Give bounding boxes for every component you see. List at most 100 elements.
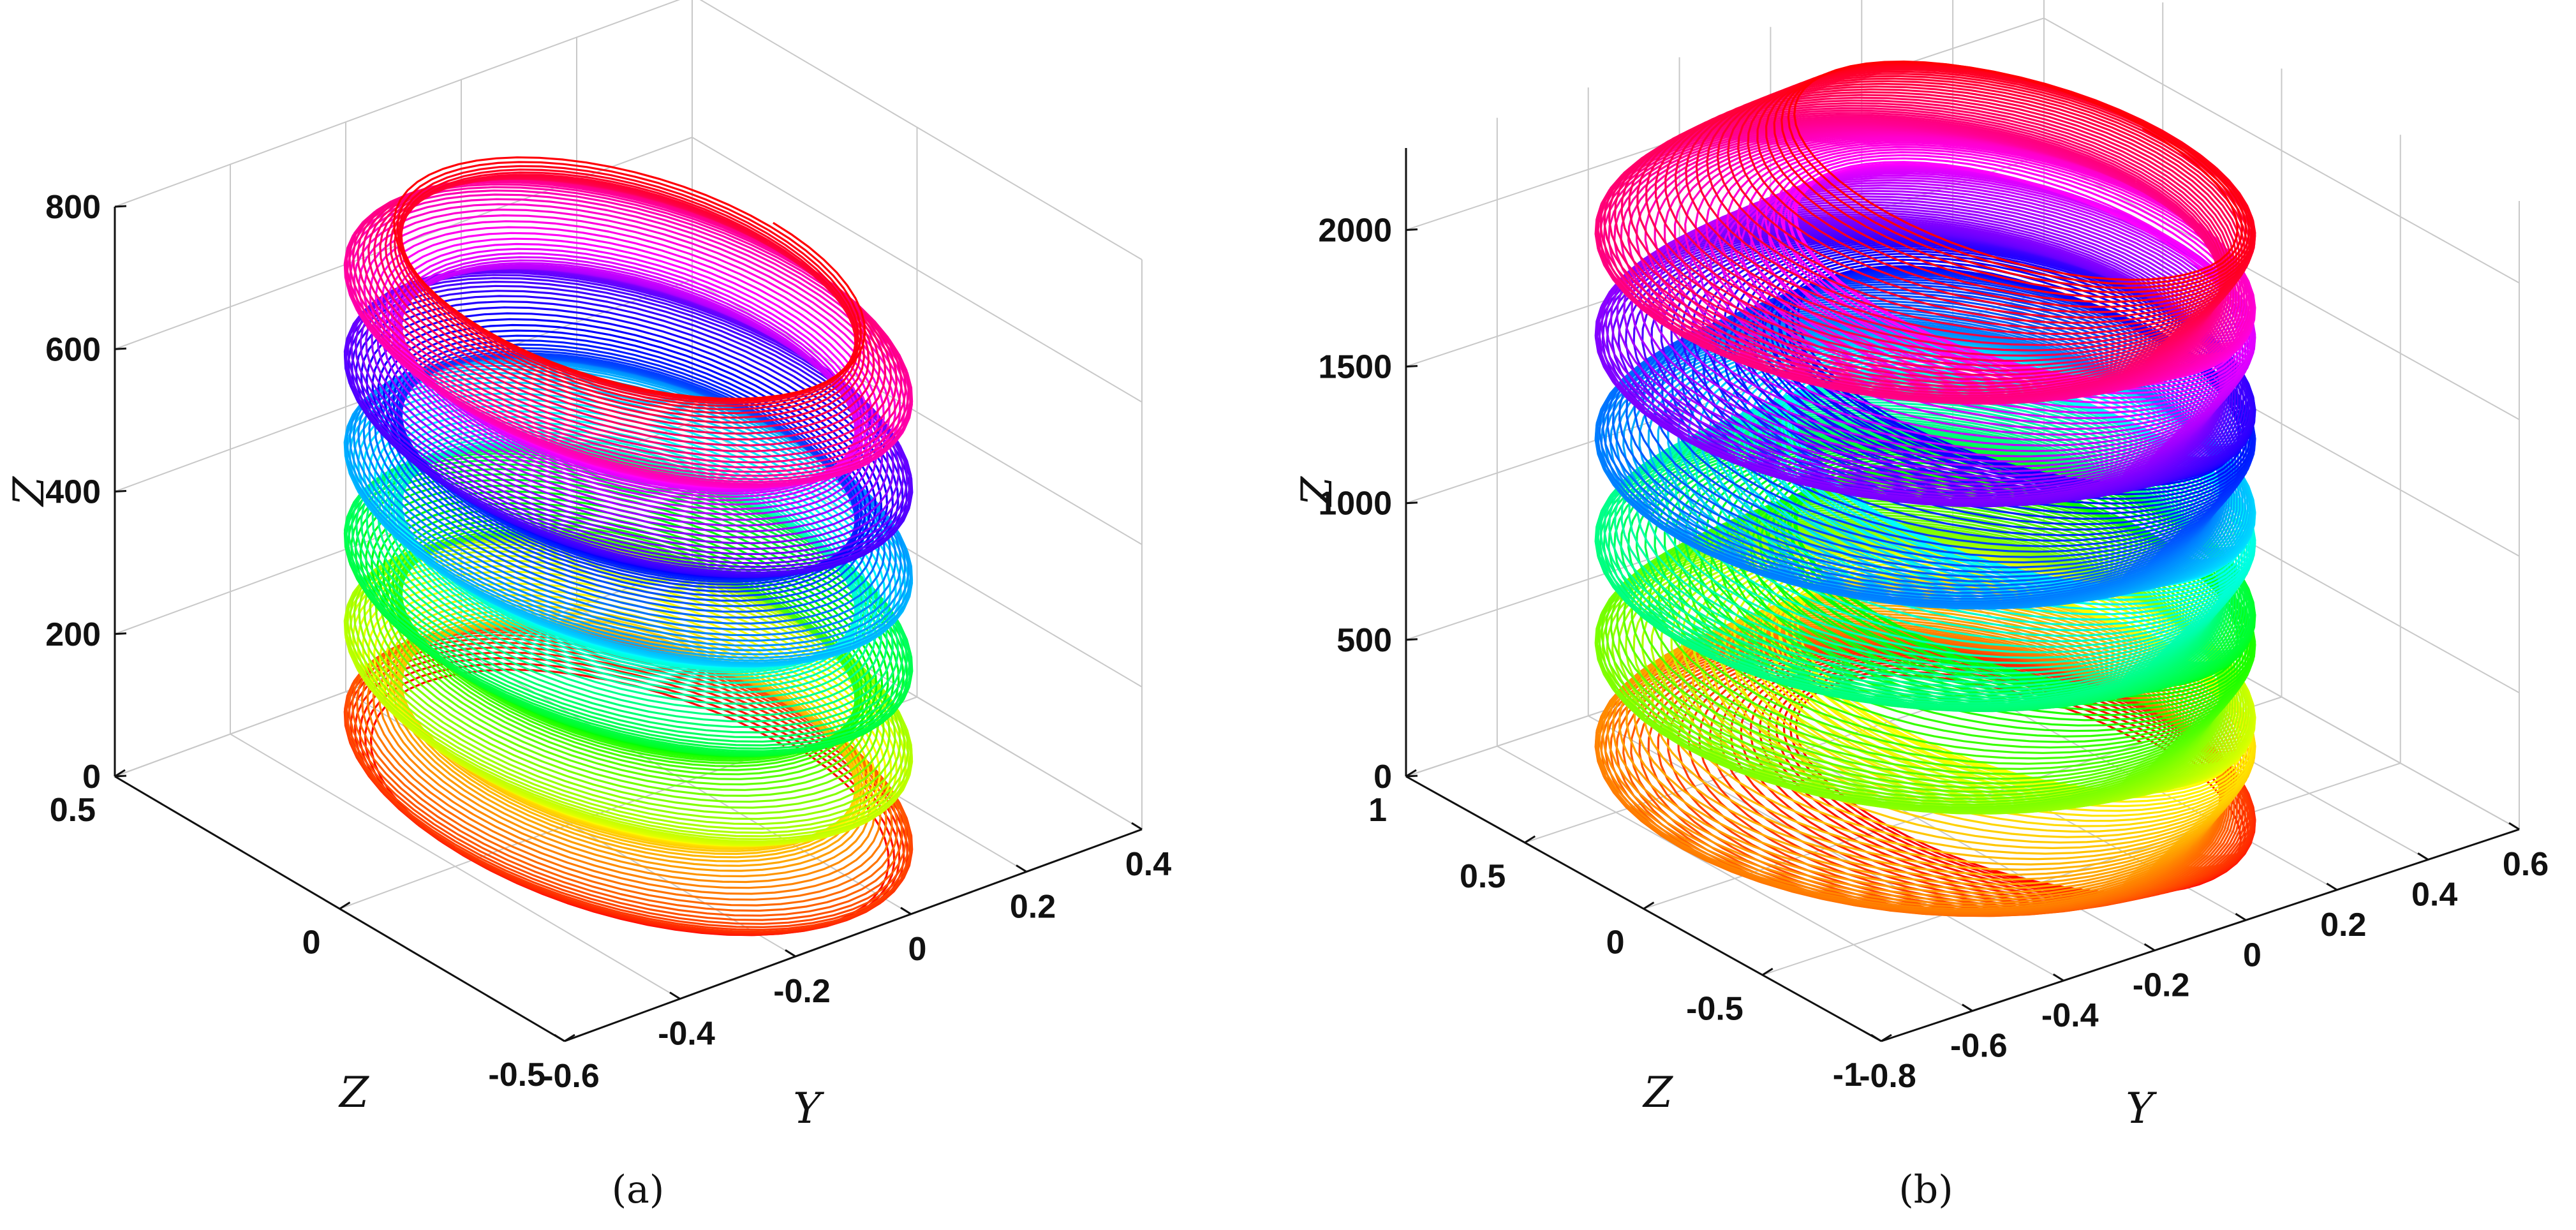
z-tick-label: 2000 bbox=[1318, 212, 1392, 249]
y-tick bbox=[2052, 973, 2064, 982]
helix-segment bbox=[1708, 341, 2166, 532]
y-tick-label: -0.6 bbox=[542, 1058, 600, 1095]
z-tick-label: 800 bbox=[45, 189, 101, 226]
helix-segment bbox=[1765, 148, 2163, 318]
z-tick-label: 500 bbox=[1336, 622, 1392, 659]
depth-tick-label: 0.5 bbox=[1460, 858, 1506, 895]
chart-b-svg: 0 500 1000 1500 2000 -1 -0.5 0 0.5 1 -0.8 -0.6 -0.4-… bbox=[1292, 0, 2549, 1133]
y-tick bbox=[669, 991, 681, 1000]
helix-segment bbox=[469, 700, 887, 895]
helix-segment bbox=[1594, 115, 2136, 334]
helix-segment bbox=[457, 350, 908, 560]
helix-segment bbox=[462, 525, 899, 729]
caption-b: (b) bbox=[1899, 1167, 1953, 1212]
helix-segment bbox=[393, 156, 771, 331]
helix-segment bbox=[382, 502, 778, 685]
helix-segment bbox=[473, 699, 882, 889]
y-tick-label: -0.6 bbox=[1950, 1028, 2008, 1065]
helix-segment bbox=[1735, 256, 2241, 463]
helix-segment bbox=[1736, 142, 2167, 323]
depth-tick bbox=[1881, 1034, 1892, 1042]
helix-segment bbox=[1723, 157, 2237, 367]
helix-segment bbox=[1726, 140, 2168, 324]
helix-segment bbox=[1865, 128, 2251, 293]
helix-segment bbox=[1595, 216, 2136, 434]
helix-segment bbox=[458, 438, 907, 647]
helix-segment bbox=[1601, 211, 2138, 428]
depth-tick-label: -1 bbox=[1833, 1056, 1862, 1093]
helix-segment bbox=[461, 615, 901, 820]
depth-tick-label: 0.5 bbox=[50, 792, 96, 829]
z-tick bbox=[114, 205, 127, 208]
helix-segment bbox=[400, 171, 768, 341]
y-tick bbox=[1016, 864, 1027, 873]
axes bbox=[1405, 148, 2520, 1042]
y-floor-grid-line bbox=[1762, 762, 2401, 976]
depth-tick-label: -0.5 bbox=[488, 1056, 545, 1093]
helix-segment bbox=[463, 256, 898, 458]
y-tick bbox=[2417, 852, 2429, 861]
helix-segment bbox=[470, 253, 887, 447]
y-tick bbox=[2143, 943, 2156, 951]
z-tick bbox=[1405, 365, 1418, 368]
helix-segment bbox=[374, 404, 783, 593]
depth-tick bbox=[1405, 769, 1417, 778]
helix-segment bbox=[1746, 144, 2166, 321]
helix-segment bbox=[1692, 681, 2227, 898]
y-tick bbox=[1131, 822, 1143, 831]
depth-axis-title: Z bbox=[338, 1068, 369, 1117]
helix-segment bbox=[1881, 127, 2244, 285]
y-tick-label: -0.4 bbox=[2041, 997, 2099, 1034]
z-tick-label: 0 bbox=[82, 759, 101, 796]
z-tick-label: 600 bbox=[45, 331, 101, 368]
helix-segment bbox=[1708, 649, 2166, 840]
helix-segment bbox=[1732, 154, 2240, 362]
depth-tick bbox=[1761, 967, 1773, 976]
y-tick-label: 0 bbox=[2243, 937, 2261, 974]
caption-a: (a) bbox=[611, 1167, 665, 1212]
helix-segment bbox=[1689, 170, 2226, 388]
helix-segment bbox=[1680, 177, 2222, 397]
y-axis-line bbox=[564, 828, 1143, 1042]
axes bbox=[114, 205, 1143, 1042]
y-tick bbox=[1962, 1004, 1973, 1012]
y-axis-title: Y bbox=[793, 1084, 824, 1133]
helix-segment bbox=[1682, 175, 2223, 394]
helix-segment bbox=[457, 529, 908, 739]
helix-segment bbox=[459, 527, 904, 734]
helix-segment bbox=[1752, 149, 2246, 352]
helix-segment bbox=[1745, 560, 2244, 765]
depth-tick bbox=[339, 901, 351, 910]
helix-segment bbox=[369, 669, 785, 861]
helix-segment bbox=[1745, 253, 2244, 457]
helix-segment bbox=[1714, 159, 2235, 372]
helix-segment bbox=[1888, 127, 2239, 281]
helix-segment bbox=[1795, 163, 2147, 316]
y-tick-label: -0.8 bbox=[1859, 1058, 1916, 1095]
helix-segment bbox=[1706, 470, 2232, 684]
y-tick bbox=[900, 907, 912, 915]
depth-tick-label: 0 bbox=[1606, 924, 1625, 961]
helix-segment bbox=[466, 254, 892, 452]
z-tick-label: 1500 bbox=[1318, 349, 1392, 386]
helix-segment bbox=[390, 242, 773, 420]
z-axis-title: Z bbox=[4, 476, 54, 507]
helix-segment bbox=[1686, 582, 2224, 800]
y-tick-label: 0.2 bbox=[1010, 888, 1056, 925]
helix-segment bbox=[1793, 161, 2145, 315]
helix-segment bbox=[1874, 128, 2247, 289]
depth-tick bbox=[114, 769, 126, 778]
helix-segment bbox=[1694, 168, 2228, 385]
helix-segment bbox=[1594, 423, 2136, 641]
z-grid-line bbox=[114, 0, 681, 207]
helix-segment bbox=[1700, 473, 2230, 688]
z-tick-label: 1000 bbox=[1318, 485, 1392, 522]
helix-segment bbox=[489, 232, 857, 404]
helix-segment bbox=[399, 174, 769, 345]
helix-segment bbox=[1706, 163, 2232, 376]
helix-segment bbox=[1686, 274, 2224, 493]
y-axis-title: Y bbox=[2126, 1084, 2157, 1133]
y-tick-label: 0.4 bbox=[2411, 876, 2457, 913]
helix-segment bbox=[460, 258, 903, 464]
helix-segment bbox=[1762, 146, 2248, 346]
